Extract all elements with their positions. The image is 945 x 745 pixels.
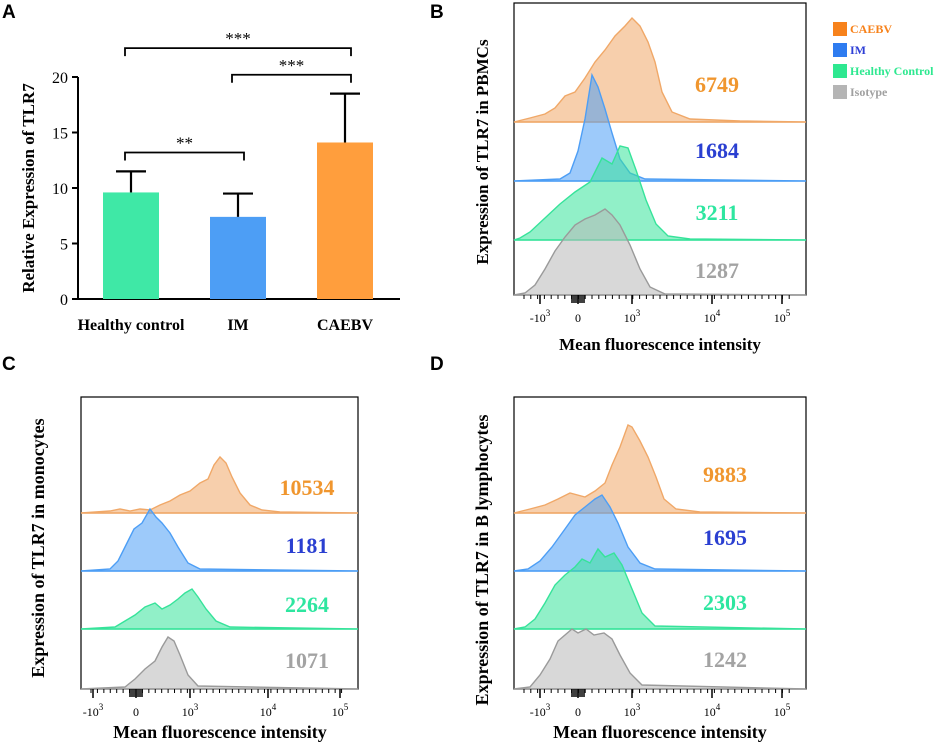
y-axis-label: Expression of TLR7 in monocytes (28, 418, 48, 677)
y-axis-label: Expression of TLR7 in PBMCs (473, 39, 492, 265)
x-tick-label: 105 (774, 702, 791, 719)
panel-label-a: A (2, 2, 16, 23)
panel-label-b: B (430, 2, 444, 23)
histogram-im (513, 494, 807, 572)
significance-bracket (124, 47, 352, 57)
mfi-value-im: 1695 (703, 525, 747, 550)
mfi-value-caebv: 6749 (695, 72, 739, 97)
histogram-isotype (80, 636, 359, 690)
y-tick-label: 10 (52, 181, 68, 198)
bar-caebv (317, 142, 373, 299)
x-tick-label: -103 (83, 702, 104, 719)
mfi-value-isotype: 1287 (695, 258, 739, 283)
x-tick-label: 0 (575, 705, 581, 719)
category-label: IM (227, 317, 248, 334)
x-tick-label: 103 (182, 702, 199, 719)
mfi-value-im: 1181 (286, 533, 329, 558)
legend-label: Isotype (850, 85, 888, 99)
histogram-caebv (80, 455, 359, 514)
legend-label: Healthy Control (850, 64, 934, 78)
y-tick-label: 5 (60, 237, 68, 254)
category-label: Healthy control (78, 317, 185, 334)
histogram-caebv (513, 16, 807, 123)
mfi-value-im: 1684 (695, 138, 739, 163)
mfi-value-isotype: 1242 (703, 647, 747, 672)
x-tick-label: -103 (530, 308, 551, 325)
bar-im (210, 216, 266, 299)
x-tick-label: 105 (774, 308, 791, 325)
histogram-isotype (513, 208, 807, 296)
x-tick-label: 0 (575, 311, 581, 325)
y-tick-label: 0 (60, 292, 68, 309)
significance-label: *** (279, 56, 305, 75)
x-axis-label: Mean fluorescence intensity (559, 335, 761, 354)
histogram-caebv (513, 424, 807, 514)
x-tick-label: 103 (624, 308, 641, 325)
y-tick-label: 20 (52, 70, 68, 87)
histogram-healthy-control (513, 547, 807, 630)
histogram-panel-d: 9883 1695 2303 1242 -103 0 103 104 105 Expressi… (472, 396, 807, 742)
panel-label-d: D (430, 354, 444, 375)
y-axis-label: Relative Expression of TLR7 (19, 83, 38, 293)
legend-swatch (833, 43, 847, 57)
histogram-panel-b: 6749 1684 3211 1287 -103 0 103 104 105 Expressi… (473, 2, 807, 354)
x-tick-label: -103 (530, 702, 551, 719)
significance-bracket (124, 151, 245, 161)
x-tick-label: 104 (704, 702, 721, 719)
x-tick-label: 103 (624, 702, 641, 719)
x-tick-label: 105 (332, 702, 349, 719)
bar-healthy-control (103, 192, 159, 299)
histogram-healthy-control (80, 588, 359, 630)
mfi-value-caebv: 9883 (703, 462, 747, 487)
legend-label: CAEBV (850, 22, 892, 36)
mfi-value-isotype: 1071 (285, 648, 329, 673)
histogram-im (80, 507, 359, 572)
mfi-value-healthy-control: 2303 (703, 590, 747, 615)
y-axis-label: Expression of TLR7 in B lymphocytes (472, 415, 492, 706)
x-axis-label: Mean fluorescence intensity (113, 722, 327, 742)
x-axis-label: Mean fluorescence intensity (553, 722, 767, 742)
category-label: CAEBV (317, 317, 373, 334)
x-tick-label: 104 (704, 308, 721, 325)
mfi-value-healthy-control: 2264 (285, 592, 329, 617)
mfi-value-caebv: 10534 (280, 475, 335, 500)
histogram-isotype (513, 628, 807, 690)
legend-swatch (833, 64, 847, 78)
legend-swatch (833, 85, 847, 99)
x-tick-label: 104 (260, 702, 277, 719)
legend-swatch (833, 22, 847, 36)
y-tick-label: 15 (52, 126, 68, 143)
histogram-panel-c: 10534 1181 2264 1071 -103 0 103 104 105 Express… (28, 396, 359, 742)
legend: CAEBV IM Healthy Control Isotype (833, 22, 934, 99)
x-tick-label: 0 (133, 705, 139, 719)
significance-label: *** (225, 29, 251, 48)
histogram-im (513, 72, 807, 182)
bar-chart-panel-a: Relative Expression of TLR7 0 5 10 15 20 Hea… (19, 29, 400, 334)
mfi-value-healthy-control: 3211 (696, 200, 739, 225)
significance-bracket (231, 73, 352, 83)
significance-label: ** (176, 133, 193, 152)
panel-label-c: C (2, 354, 16, 375)
legend-label: IM (850, 43, 866, 57)
histogram-healthy-control (513, 145, 807, 241)
